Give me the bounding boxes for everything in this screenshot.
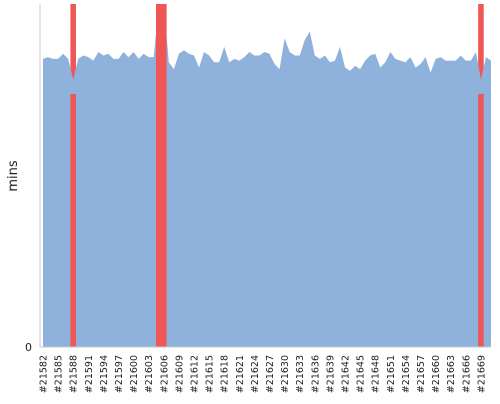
x-tick-label: #21639: [325, 355, 336, 393]
x-tick-label: #21618: [220, 355, 231, 393]
highlight-bars-overlay: [70, 4, 484, 347]
x-tick-label: #21660: [431, 355, 442, 393]
series-area: [43, 4, 491, 347]
x-tick-label: #21663: [446, 355, 457, 393]
x-tick-label: #21612: [190, 355, 201, 393]
x-tick-label: #21633: [295, 355, 306, 393]
x-tick-label: #21630: [280, 355, 291, 393]
x-tick-label: #21648: [371, 355, 382, 393]
x-tick-label: #21657: [416, 355, 427, 393]
x-tick-label: #21606: [159, 355, 170, 393]
x-tick-label: #21645: [356, 355, 367, 393]
x-tick-label: #21627: [265, 355, 276, 393]
x-tick-label: #21609: [174, 355, 185, 393]
x-tick-label: #21621: [235, 355, 246, 393]
x-tick-label: #21588: [69, 355, 80, 393]
highlight-bar-overlay: [70, 94, 76, 347]
highlight-bar-overlay: [161, 4, 167, 347]
x-tick-label: #21624: [250, 355, 261, 393]
x-tick-label: #21651: [386, 355, 397, 393]
x-tick-label: #21585: [54, 355, 65, 393]
x-tick-label: #21582: [39, 355, 50, 393]
x-tick-label: #21666: [461, 355, 472, 393]
x-tick-label: #21594: [99, 355, 110, 393]
x-tick-label: #21654: [401, 355, 412, 393]
x-tick-label: #21591: [84, 355, 95, 393]
highlight-bar-overlay: [478, 94, 484, 347]
x-tick-labels: #21582 #21585 #21588 #21591 #21594 #21597 #216…: [39, 355, 488, 393]
x-tick-label: #21603: [144, 355, 155, 393]
x-tick-label: #21642: [341, 355, 352, 393]
y-tick-label: 0: [25, 341, 32, 354]
x-tick-label: #21669: [476, 355, 487, 393]
x-tick-label: #21597: [114, 355, 125, 393]
x-tick-label: #21636: [310, 355, 321, 393]
highlight-bar-overlay: [156, 4, 162, 347]
y-tick-labels: 0: [25, 341, 32, 354]
x-tick-label: #21600: [129, 355, 140, 393]
y-axis-label: mins: [6, 160, 21, 192]
x-tick-label: #21615: [205, 355, 216, 393]
